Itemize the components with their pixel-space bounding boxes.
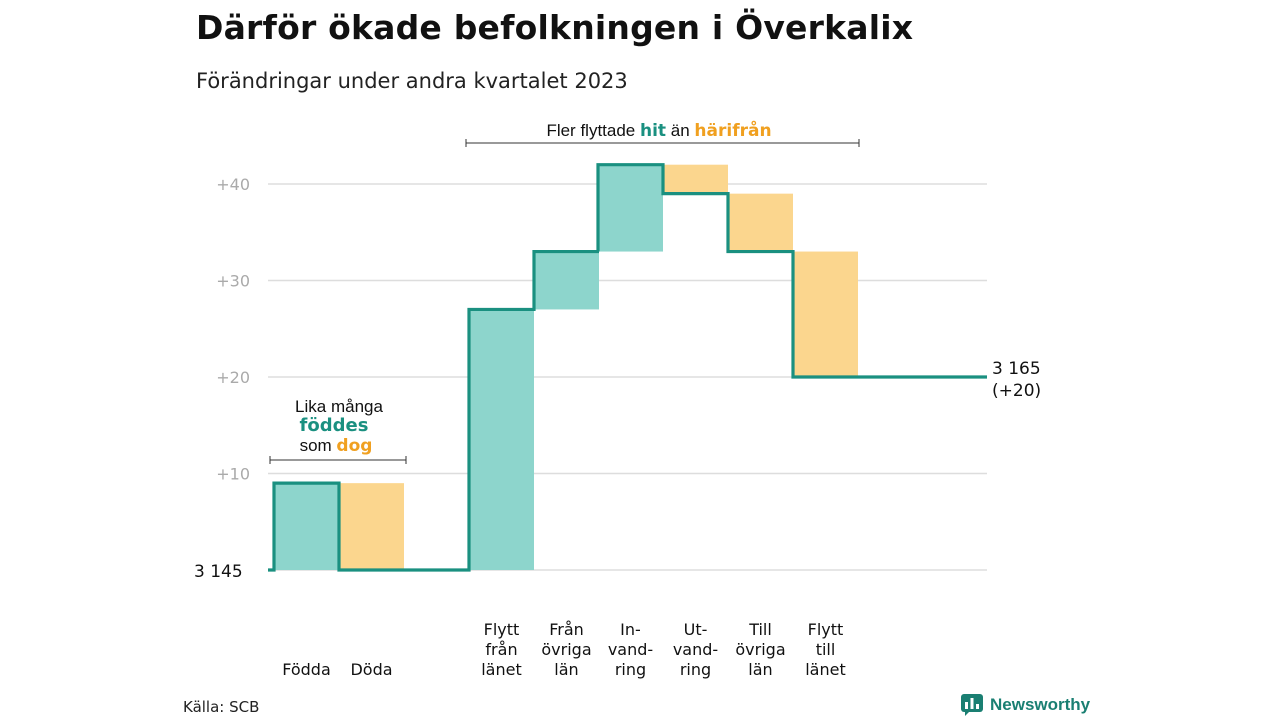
y-tick-label: +20 [216, 368, 250, 387]
source-note: Källa: SCB [183, 698, 260, 716]
waterfall-bar [598, 164, 663, 252]
waterfall-bar [793, 251, 858, 377]
category-label: övriga [541, 640, 591, 659]
annotation-text: Lika många [295, 397, 383, 416]
y-tick-label: +10 [216, 465, 250, 484]
category-label: vand- [608, 640, 653, 659]
category-label: från [485, 640, 517, 659]
category-label: ring [615, 660, 646, 679]
category-label: övriga [735, 640, 785, 659]
category-label: Döda [350, 660, 392, 679]
category-label: Flytt [484, 620, 520, 639]
chart-title: Därför ökade befolkningen i Överkalix [196, 8, 914, 47]
end-change-label: (+20) [992, 381, 1041, 401]
category-label: länet [481, 660, 522, 679]
waterfall-bar [274, 483, 339, 570]
category-label: In- [620, 620, 641, 639]
annotation-text: Fler flyttade hit än härifrån [546, 119, 771, 141]
newsworthy-logo-icon [961, 694, 983, 716]
running-total-line [268, 163, 987, 572]
category-label: Flytt [808, 620, 844, 639]
annotation-highlight-births: föddes [300, 415, 369, 436]
category-label: Ut- [684, 620, 708, 639]
category-label: Till [748, 620, 772, 639]
waterfall-bar [663, 164, 728, 194]
y-tick-label: +30 [216, 272, 250, 291]
category-label: län [554, 660, 578, 679]
brand-logo: Newsworthy [960, 693, 1090, 717]
waterfall-bar [469, 309, 534, 570]
category-label: vand- [673, 640, 718, 659]
category-label: Från [549, 620, 584, 639]
category-label: ring [680, 660, 711, 679]
category-label: till [816, 640, 836, 659]
category-label: länet [805, 660, 846, 679]
brand-name: Newsworthy [990, 695, 1091, 714]
end-value-label: 3 165 [992, 359, 1041, 379]
base-value-label: 3 145 [194, 562, 243, 582]
annotation-text: som dog [300, 436, 373, 456]
y-tick-label: +40 [216, 175, 250, 194]
waterfall-bar [534, 251, 599, 310]
waterfall-bar [728, 193, 793, 252]
category-label: län [748, 660, 772, 679]
chart-subtitle: Förändringar under andra kvartalet 2023 [196, 69, 628, 93]
category-label: Födda [282, 660, 331, 679]
waterfall-bar [339, 483, 404, 570]
